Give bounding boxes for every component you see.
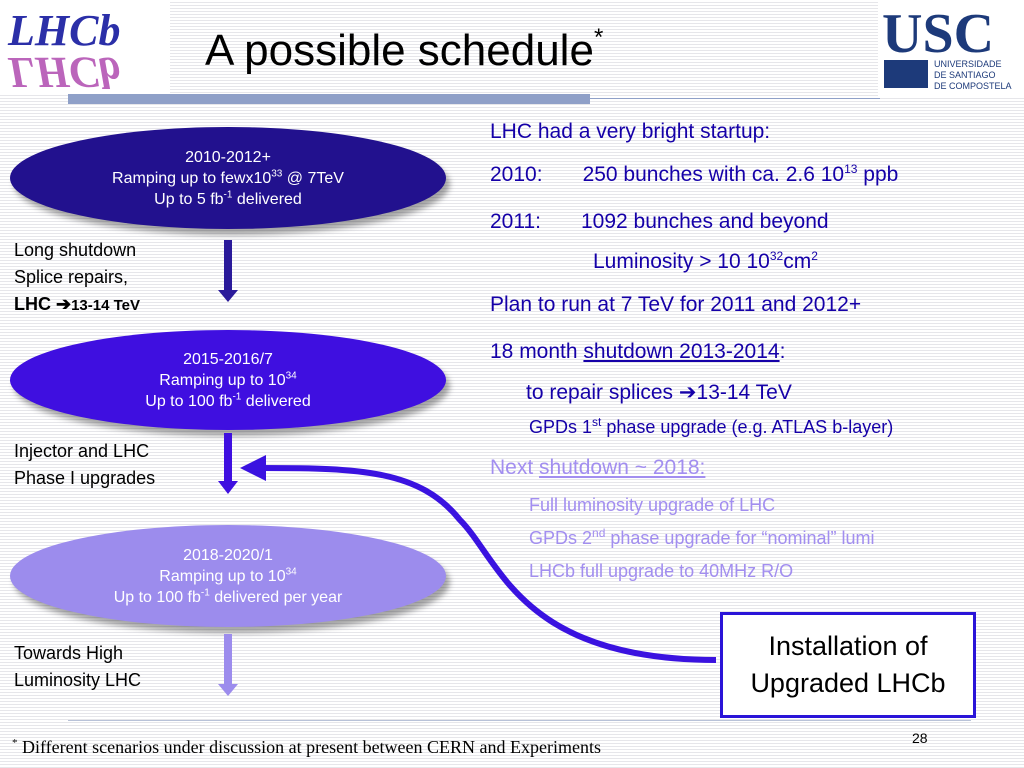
note-long-shutdown: Long shutdown Splice repairs, LHC ➔13-14… <box>14 237 140 319</box>
title-text: A possible schedule <box>205 26 594 75</box>
title-underline-bar <box>68 94 590 104</box>
usc-logo-graphic: USC UNIVERSIDADE DE SANTIAGO DE COMPOSTE… <box>882 3 1012 91</box>
down-arrow-icon <box>218 433 238 494</box>
plan-7tev: Plan to run at 7 TeV for 2011 and 2012+ <box>490 293 862 316</box>
lhcb-full-upgrade: LHCb full upgrade to 40MHz R/O <box>529 561 794 581</box>
usc-logo: USC UNIVERSIDADE DE SANTIAGO DE COMPOSTE… <box>878 0 1024 96</box>
usc-line1: UNIVERSIDADE <box>934 59 1002 69</box>
line-2011: 2011: 1092 bunches and beyond <box>490 210 829 233</box>
usc-line2: DE SANTIAGO <box>934 70 996 80</box>
ellipse-ramping: Ramping up to 1034 <box>159 566 297 585</box>
title-underline-thin <box>590 98 880 99</box>
ellipse-delivered: Up to 100 fb-1 delivered <box>145 391 311 410</box>
next-shutdown: Next shutdown ~ 2018: <box>490 456 706 479</box>
line-2010: 2010: 250 bunches with ca. 2.6 1013 ppb <box>490 162 899 186</box>
ellipse-years: 2010-2012+ <box>185 148 271 166</box>
ellipse-years: 2015-2016/7 <box>183 350 273 368</box>
right-arrow-icon: ➔ <box>678 381 697 404</box>
right-arrow-icon: ➔ <box>56 294 72 314</box>
ellipse-years: 2018-2020/1 <box>183 546 273 564</box>
repair-splices: to repair splices ➔13-14 TeV <box>526 381 792 404</box>
phase-ellipse-2018: 2018-2020/1 Ramping up to 1034 Up to 100… <box>10 525 446 627</box>
lhcb-logo: LHCb LHCb <box>0 0 170 97</box>
lhcb-logo-text: LHCb <box>7 6 120 55</box>
footer-divider <box>68 720 971 721</box>
down-arrow-icon <box>218 634 238 696</box>
note-lhc-energy: LHC ➔13-14 TeV <box>14 294 141 314</box>
footnote: * Different scenarios under discussion a… <box>12 737 602 757</box>
note-injector-upgrades: Injector and LHC Phase I upgrades <box>14 441 156 488</box>
usc-line3: DE COMPOSTELA <box>934 81 1012 91</box>
usc-logo-text: USC <box>882 3 994 65</box>
ellipse-ramping: Ramping up to fewx1033 @ 7TeV <box>112 168 344 187</box>
gpds-2nd-phase: GPDs 2nd phase upgrade for “nominal” lum… <box>529 526 875 548</box>
gpds-1st-phase: GPDs 1st phase upgrade (e.g. ATLAS b-lay… <box>529 415 894 437</box>
shutdown-2013: 18 month shutdown 2013-2014: <box>490 340 786 363</box>
lhcb-logo-graphic: LHCb LHCb <box>7 6 120 97</box>
down-arrow-icon <box>218 240 238 302</box>
note-high-luminosity: Towards High Luminosity LHC <box>14 643 142 690</box>
title-footnote-mark: * <box>593 24 604 52</box>
page-number: 28 <box>912 730 928 746</box>
phase-ellipse-2015: 2015-2016/7 Ramping up to 1034 Up to 100… <box>10 330 446 430</box>
phase-ellipse-2010: 2010-2012+ Ramping up to fewx1033 @ 7TeV… <box>10 127 446 229</box>
ellipse-delivered: Up to 5 fb-1 delivered <box>154 189 302 208</box>
ellipse-ramping: Ramping up to 1034 <box>159 370 297 389</box>
startup-heading: LHC had a very bright startup: <box>490 120 771 143</box>
full-lumi-upgrade: Full luminosity upgrade of LHC <box>529 495 776 515</box>
slide-title: A possible schedule* <box>205 24 604 76</box>
curved-arrow-icon <box>240 455 717 663</box>
line-luminosity: Luminosity > 10 1032cm2 <box>593 249 818 273</box>
ellipse-delivered: Up to 100 fb-1 delivered per year <box>113 587 343 606</box>
installation-box: Installation of Upgraded LHCb <box>720 612 976 718</box>
lhcb-logo-mirror: LHCb <box>7 48 120 93</box>
